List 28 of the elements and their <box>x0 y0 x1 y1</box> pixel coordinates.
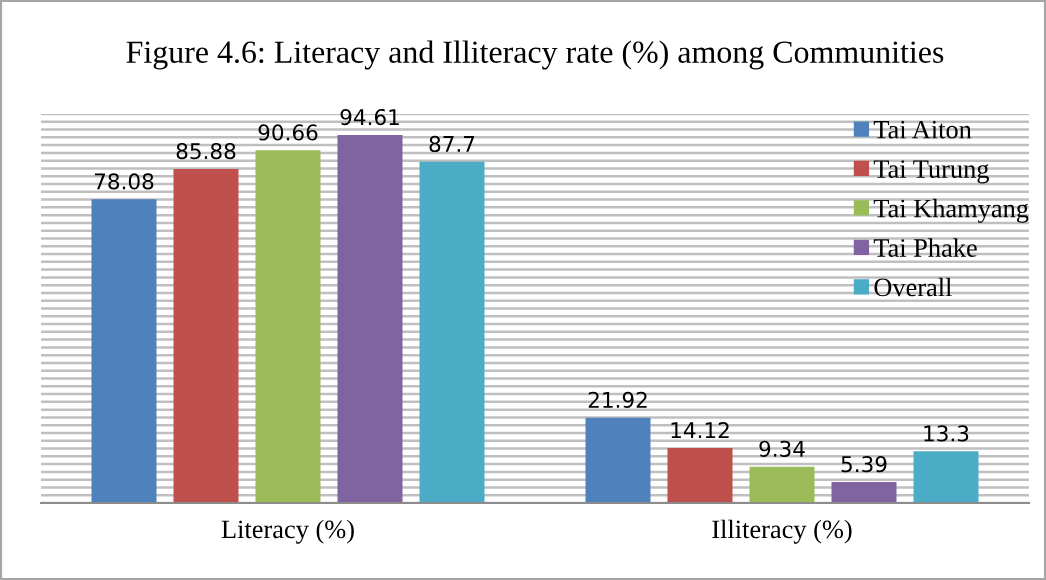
data-label: 87.7 <box>429 135 475 153</box>
legend-label: Tai Aiton <box>873 120 972 139</box>
data-label: 9.34 <box>759 440 805 457</box>
bar <box>749 466 815 503</box>
bar <box>667 448 733 503</box>
data-label: 21.92 <box>588 391 647 408</box>
legend-label: Tai Khamyang <box>873 198 1029 223</box>
bar <box>913 451 979 503</box>
bar <box>419 161 485 503</box>
bar <box>585 417 651 503</box>
data-label: 78.08 <box>94 173 154 190</box>
bar <box>173 168 239 503</box>
bar <box>831 482 897 503</box>
data-label: 94.61 <box>340 108 399 126</box>
x-tick-label: Illiteracy (%) <box>712 519 852 544</box>
x-tick-label: Literacy (%) <box>221 519 354 544</box>
data-label: 85.88 <box>176 142 236 160</box>
data-label: 90.66 <box>258 124 318 141</box>
bar <box>337 134 403 503</box>
bar <box>91 199 157 503</box>
bar <box>255 150 321 503</box>
data-label: 14.12 <box>671 422 729 439</box>
legend-label: Tai Phake <box>873 238 977 257</box>
chart-title: Figure 4.6: Literacy and Illiteracy rate (%) among Communities <box>126 40 944 70</box>
data-label: 5.39 <box>841 456 887 473</box>
legend-label: Overall <box>874 277 952 297</box>
legend-label: Tai Turung <box>873 160 990 184</box>
data-label: 13.3 <box>924 425 969 442</box>
